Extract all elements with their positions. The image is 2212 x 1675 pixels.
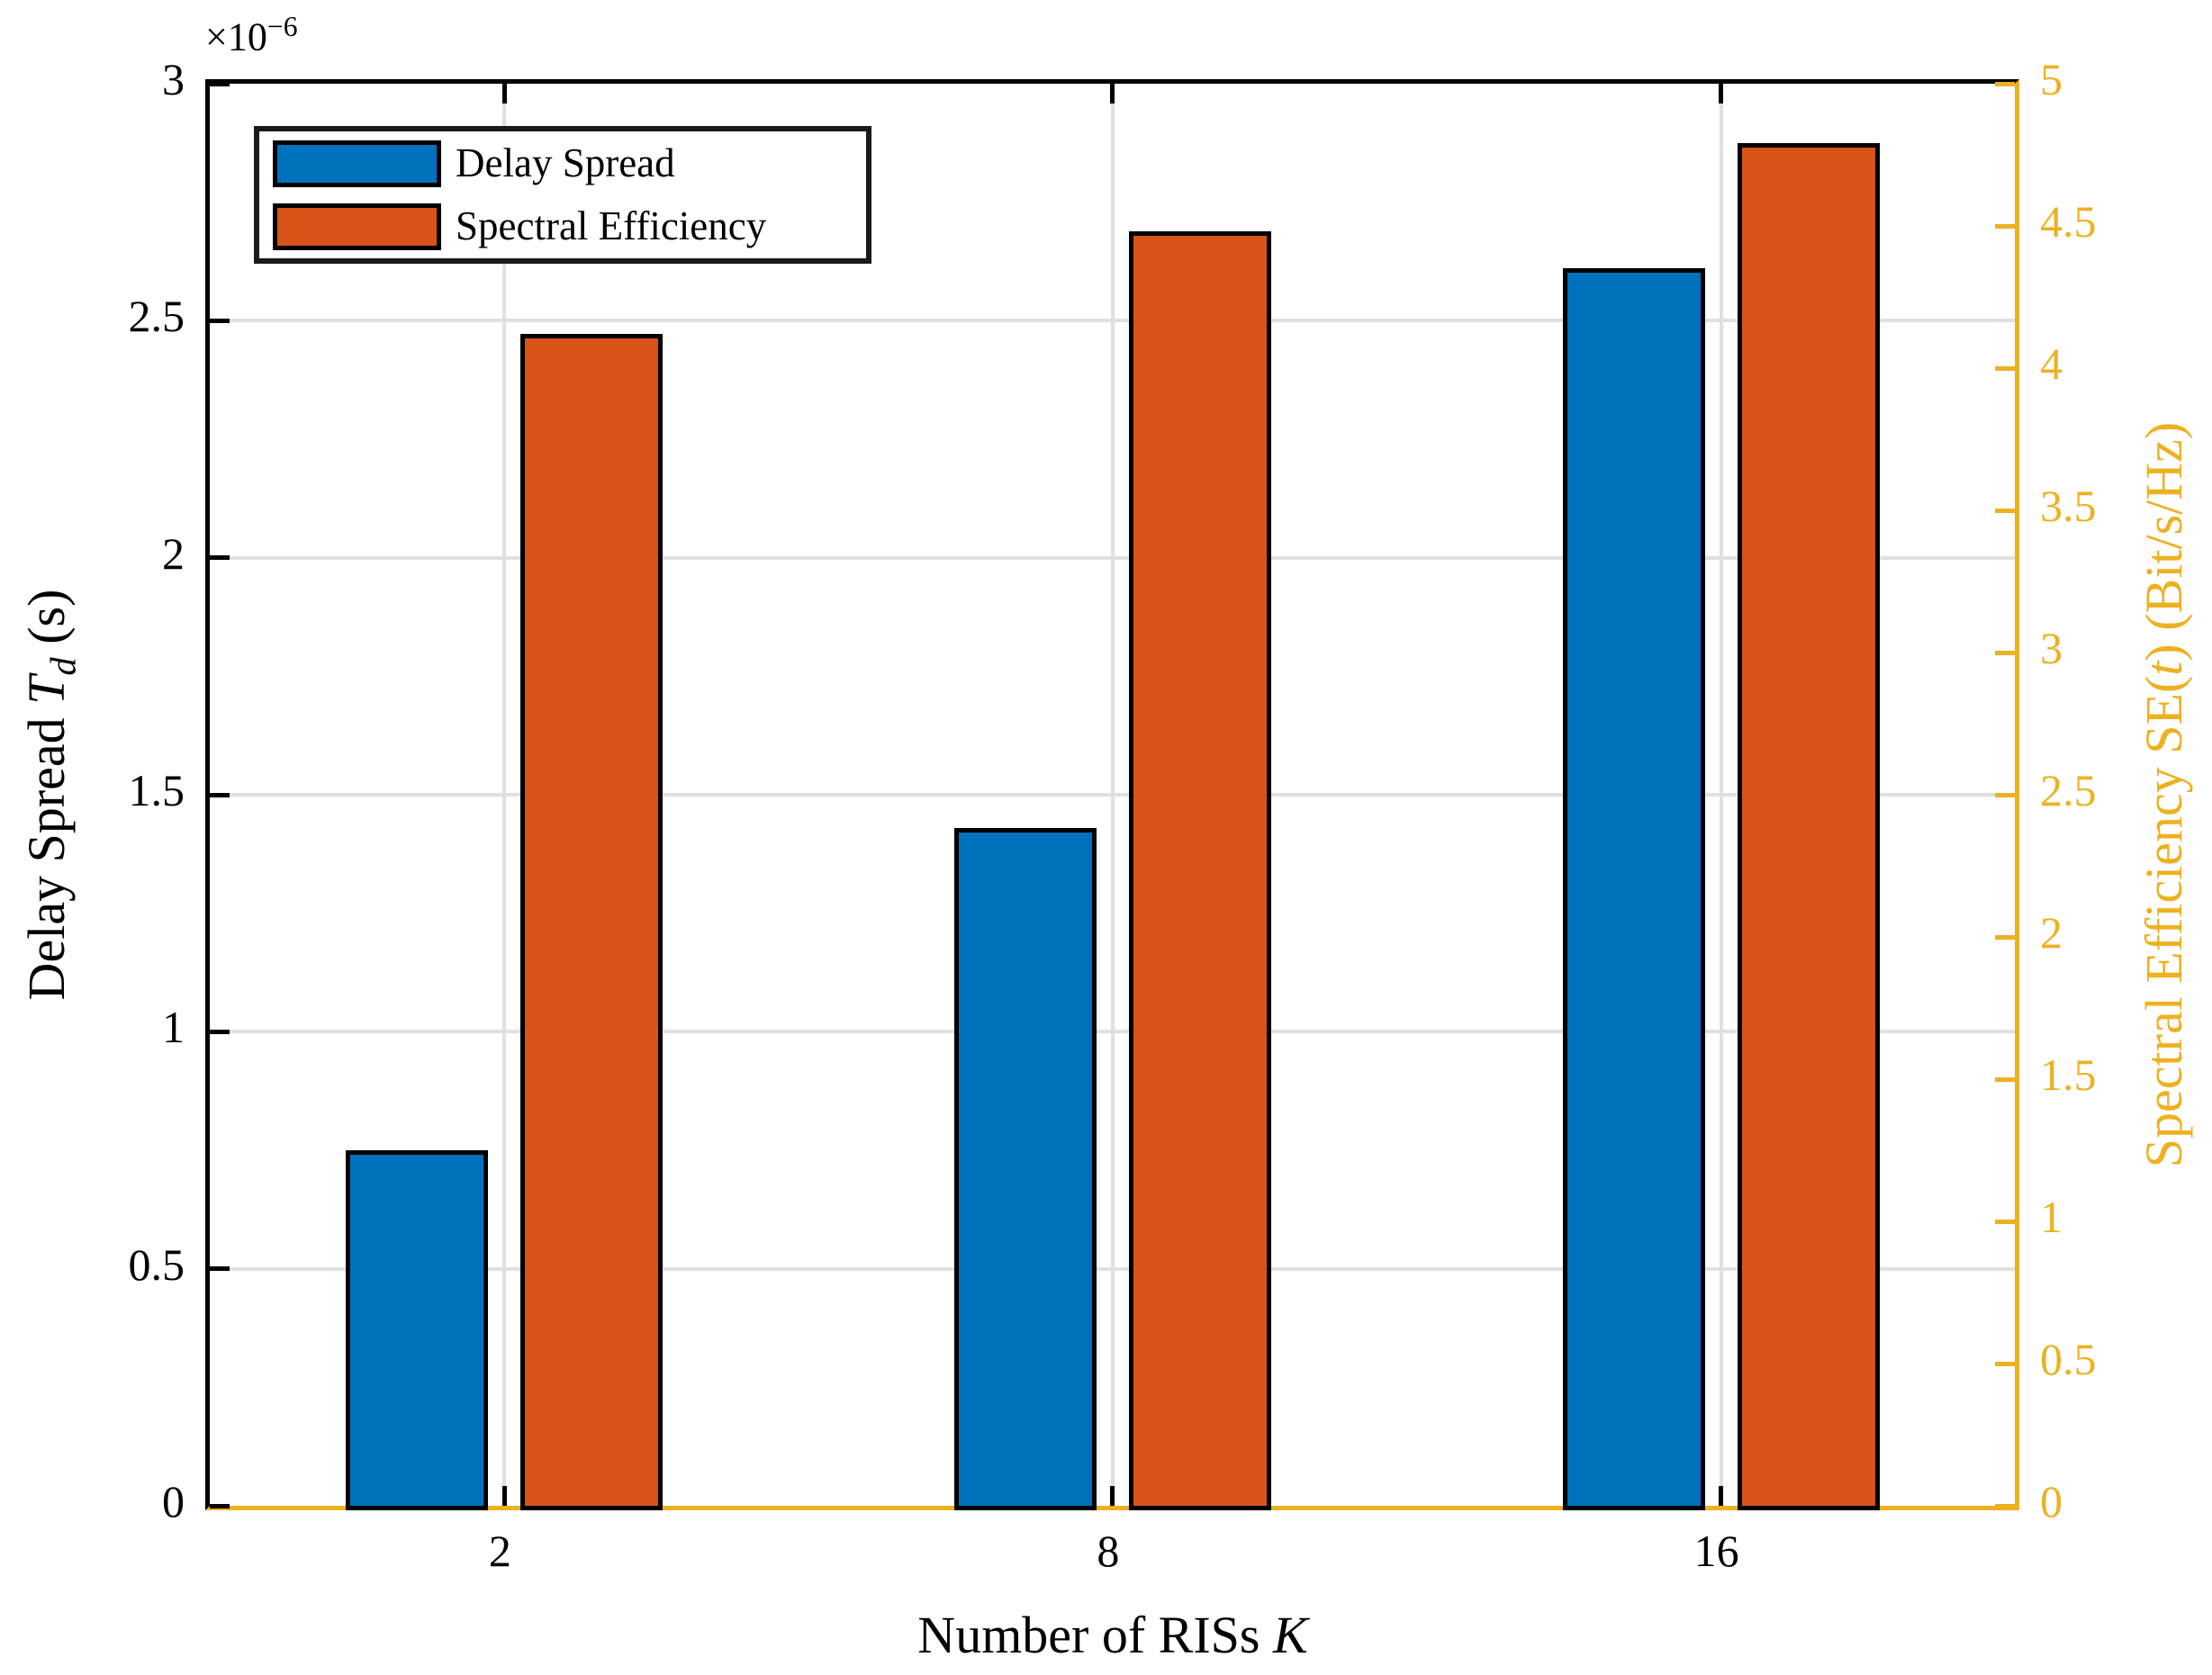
right-axis-tick-label: 3 — [2040, 623, 2063, 673]
bar-spectral-efficiency-8 — [1128, 231, 1271, 1510]
right-axis-tick — [1995, 650, 2015, 655]
v-gridline — [1110, 84, 1115, 1506]
legend-entry-delay-spread: Delay Spread — [273, 140, 866, 187]
right-axis-label: Spectral Efficiency SE(t) (Bit/s/Hz) — [2135, 421, 2193, 1168]
x-axis-tick-bottom — [1110, 1486, 1115, 1506]
right-axis-tick-labels: 0 0.5 1 1.5 2 2.5 3 3.5 4 4.5 5 — [2040, 57, 2211, 1524]
right-axis-tick — [1995, 1219, 2015, 1224]
right-axis-tick-label: 0.5 — [2040, 1334, 2097, 1384]
x-axis-label: Number of RISs K — [917, 1609, 1307, 1661]
right-axis-tick — [1995, 508, 2015, 513]
left-axis-tick — [210, 318, 230, 323]
x-axis-tick-top — [501, 84, 507, 104]
v-gridline — [1719, 84, 1723, 1506]
plot-content — [210, 81, 2015, 1510]
right-axis-tick — [1995, 1361, 2015, 1366]
right-axis-label-symbol: t — [2135, 661, 2193, 676]
legend-label-delay-spread: Delay Spread — [456, 140, 675, 185]
right-axis-tick — [1995, 365, 2015, 371]
bar-delay-spread-16 — [1562, 268, 1705, 1510]
left-axis-tick-label: 1 — [162, 1002, 185, 1053]
left-axis-label-subscript: d — [42, 657, 84, 676]
right-axis-label-text: Spectral Efficiency SE( — [2135, 675, 2193, 1168]
right-axis-tick — [1995, 934, 2015, 940]
legend: Delay Spread Spectral Efficiency — [254, 126, 871, 264]
right-axis-tick-label: 0 — [2040, 1476, 2063, 1526]
x-axis-tick-label: 2 — [488, 1526, 511, 1576]
x-axis-label-text: Number of RISs — [917, 1606, 1274, 1664]
left-axis-tick-label: 1.5 — [128, 765, 185, 815]
right-axis-tick — [1995, 1503, 2015, 1508]
v-gridline — [502, 84, 507, 1506]
right-axis-tick-label: 4.5 — [2040, 196, 2097, 247]
left-axis-tick-label: 3 — [162, 54, 185, 104]
right-axis-tick-label: 5 — [2040, 54, 2063, 104]
left-axis-tick-label: 0.5 — [128, 1238, 185, 1290]
left-axis-label: Delay Spread Td (s) — [17, 590, 84, 1001]
x-axis-tick-top — [1110, 84, 1115, 104]
left-axis-label-unit: (s) — [16, 589, 76, 658]
right-axis-tick-label: 4 — [2040, 338, 2063, 389]
bar-spectral-efficiency-16 — [1737, 143, 1880, 1510]
left-axis-tick-label: 0 — [162, 1476, 185, 1526]
left-axis-tick-labels: 0 0.5 1 1.5 2 2.5 3 — [0, 57, 185, 1524]
x-axis-label-symbol: K — [1273, 1606, 1308, 1664]
plot-area — [205, 79, 2019, 1510]
right-axis-tick-label: 3.5 — [2040, 481, 2097, 531]
left-axis-label-text: Delay Spread — [16, 704, 76, 1001]
x-axis-tick-label: 16 — [1693, 1526, 1739, 1576]
x-axis-tick-top — [1719, 84, 1724, 104]
left-axis-tick-label: 2 — [162, 527, 185, 579]
right-axis-tick-label: 1 — [2040, 1192, 2063, 1242]
exponent-base: ×10 — [205, 14, 267, 59]
left-axis-tick — [210, 1266, 230, 1272]
right-axis-tick — [1995, 1076, 2015, 1082]
legend-entry-spectral-efficiency: Spectral Efficiency — [273, 203, 866, 250]
bar-delay-spread-8 — [953, 827, 1097, 1510]
right-axis-tick-label: 2.5 — [2040, 765, 2097, 815]
legend-label-spectral-efficiency: Spectral Efficiency — [456, 203, 767, 248]
left-axis-tick — [210, 792, 230, 797]
left-axis-label-symbol: T — [16, 675, 76, 705]
right-axis-tick — [1995, 792, 2015, 797]
x-axis-tick-bottom — [1719, 1486, 1724, 1506]
x-axis-tick-labels: 2 8 16 — [205, 1528, 2019, 1591]
right-axis-tick — [1995, 81, 2015, 86]
x-axis-tick-label: 8 — [1097, 1526, 1120, 1576]
bar-delay-spread-2 — [346, 1150, 489, 1510]
left-axis-tick — [210, 1029, 230, 1034]
right-axis-tick-label: 1.5 — [2040, 1049, 2097, 1100]
right-axis-tick-label: 2 — [2040, 907, 2063, 958]
right-axis-tick — [1995, 223, 2015, 229]
left-axis-exponent: ×10−6 — [205, 13, 298, 58]
x-axis-tick-bottom — [501, 1486, 507, 1506]
left-axis-tick-label: 2.5 — [128, 291, 185, 342]
legend-swatch-delay-spread — [273, 140, 441, 187]
exponent-power: −6 — [266, 11, 298, 42]
left-axis-tick — [210, 1503, 230, 1508]
left-axis-tick — [210, 555, 230, 561]
bar-spectral-efficiency-2 — [520, 334, 664, 1510]
right-axis-label-unit: ) (Bit/s/Hz) — [2135, 421, 2193, 662]
left-axis-tick — [210, 81, 230, 86]
legend-swatch-spectral-efficiency — [273, 203, 441, 250]
